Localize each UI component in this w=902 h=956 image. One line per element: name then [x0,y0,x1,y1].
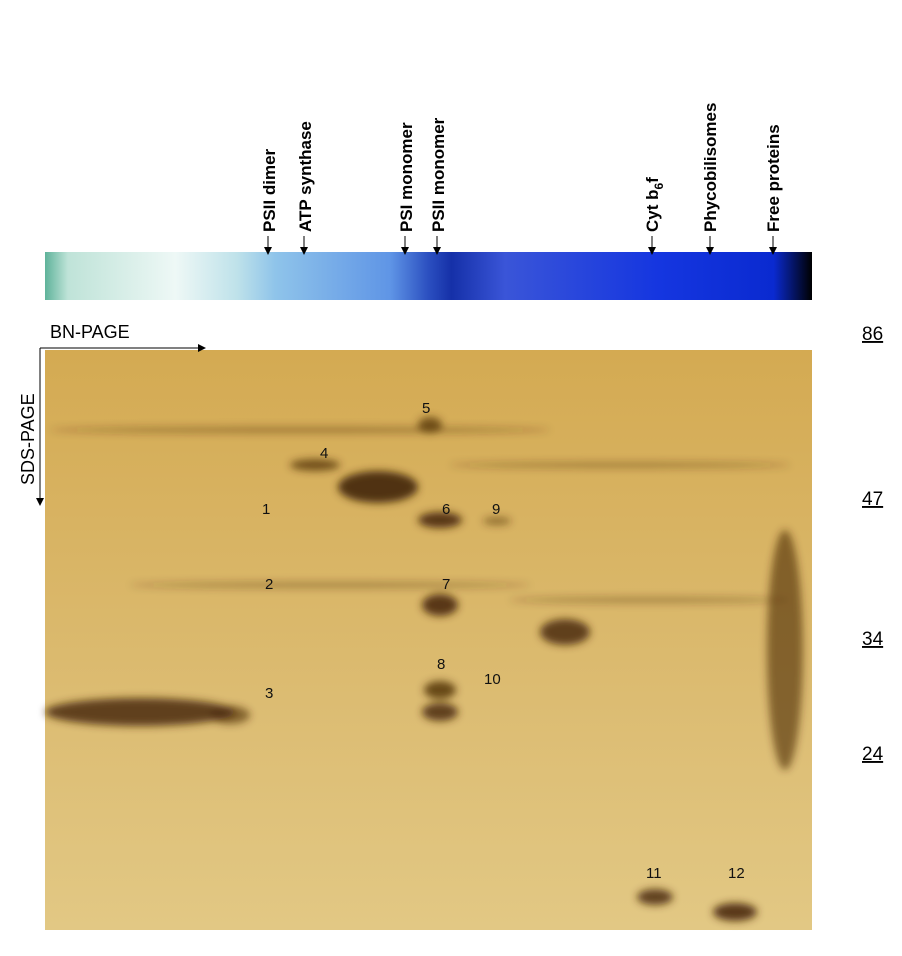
spot-label: 3 [265,685,273,702]
complex-label: ATP synthase [296,121,315,232]
bn-label: BN-PAGE [50,322,130,342]
marker-label: 86 [862,324,883,345]
spot-label: 8 [437,656,445,673]
spot-label: 11 [646,865,662,882]
spot-label: 10 [484,671,501,688]
complex-label: PSII monomer [429,117,448,232]
bn-strip [45,252,812,300]
spot-label: 7 [442,576,450,593]
gel [45,350,812,930]
complex-label: Free proteins [764,124,783,232]
complex-label-part: f [643,177,662,183]
spot-label: 9 [492,501,500,518]
marker-label: 34 [862,629,884,650]
page: BN-PAGE SDS-PAGE PSII dimer ATP synthase… [0,0,902,956]
complex-label-part: Cyt b [643,190,662,233]
spot-label: 12 [728,865,745,882]
spot-label: 4 [320,445,328,462]
complex-arrows [268,236,773,254]
spot-label: 1 [262,501,270,518]
spot-label: 5 [422,400,430,417]
marker-label: 24 [862,744,884,765]
complex-label: PSII dimer [260,148,279,232]
figure: BN-PAGE SDS-PAGE PSII dimer ATP synthase… [0,0,902,956]
complex-label: Phycobilisomes [701,103,720,232]
complex-label: PSI monomer [397,122,416,232]
spot-label: 2 [265,576,273,593]
complex-label: Cyt b6f [643,177,666,232]
spot-label: 6 [442,501,450,518]
sds-label: SDS-PAGE [18,393,38,485]
marker-label: 47 [862,489,883,510]
